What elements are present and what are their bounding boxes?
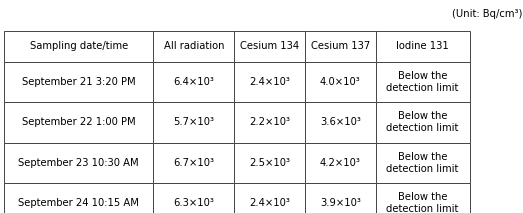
Text: 4.2×10³: 4.2×10³ — [320, 158, 361, 168]
Bar — [305, 102, 376, 143]
Text: (Unit: Bq/cm³): (Unit: Bq/cm³) — [451, 9, 522, 19]
Bar — [305, 143, 376, 183]
Bar — [305, 183, 376, 213]
Bar — [234, 143, 305, 183]
Bar — [234, 31, 305, 62]
Text: Iodine 131: Iodine 131 — [396, 41, 449, 51]
Text: Below the
detection limit: Below the detection limit — [386, 192, 459, 213]
Text: Sampling date/time: Sampling date/time — [30, 41, 128, 51]
Bar — [376, 62, 470, 102]
Bar — [4, 62, 153, 102]
Bar — [234, 102, 305, 143]
Bar — [153, 143, 234, 183]
Bar — [153, 31, 234, 62]
Bar — [376, 183, 470, 213]
Text: Below the
detection limit: Below the detection limit — [386, 111, 459, 134]
Text: 5.7×10³: 5.7×10³ — [173, 118, 214, 127]
Text: Cesium 137: Cesium 137 — [311, 41, 370, 51]
Text: 2.4×10³: 2.4×10³ — [249, 77, 290, 87]
Text: 6.3×10³: 6.3×10³ — [173, 199, 214, 208]
Text: 2.2×10³: 2.2×10³ — [249, 118, 290, 127]
Text: September 24 10:15 AM: September 24 10:15 AM — [18, 199, 139, 208]
Bar — [234, 183, 305, 213]
Text: September 22 1:00 PM: September 22 1:00 PM — [22, 118, 135, 127]
Bar — [153, 102, 234, 143]
Text: Cesium 134: Cesium 134 — [240, 41, 299, 51]
Text: 2.5×10³: 2.5×10³ — [249, 158, 290, 168]
Bar — [153, 183, 234, 213]
Bar — [305, 62, 376, 102]
Bar — [234, 62, 305, 102]
Bar — [376, 31, 470, 62]
Bar — [376, 143, 470, 183]
Bar — [4, 183, 153, 213]
Text: 4.0×10³: 4.0×10³ — [320, 77, 360, 87]
Text: Below the
detection limit: Below the detection limit — [386, 71, 459, 93]
Bar — [376, 102, 470, 143]
Bar — [4, 143, 153, 183]
Text: September 23 10:30 AM: September 23 10:30 AM — [18, 158, 139, 168]
Text: September 21 3:20 PM: September 21 3:20 PM — [22, 77, 135, 87]
Bar — [4, 31, 153, 62]
Text: Below the
detection limit: Below the detection limit — [386, 152, 459, 174]
Text: 6.4×10³: 6.4×10³ — [173, 77, 214, 87]
Bar — [4, 102, 153, 143]
Text: All radiation: All radiation — [164, 41, 224, 51]
Text: 2.4×10³: 2.4×10³ — [249, 199, 290, 208]
Text: 6.7×10³: 6.7×10³ — [173, 158, 214, 168]
Text: 3.6×10³: 3.6×10³ — [320, 118, 361, 127]
Bar — [153, 62, 234, 102]
Text: 3.9×10³: 3.9×10³ — [320, 199, 361, 208]
Bar — [305, 31, 376, 62]
